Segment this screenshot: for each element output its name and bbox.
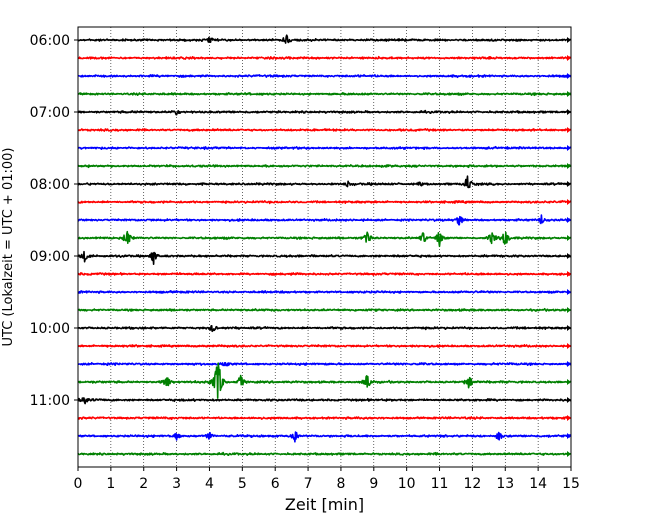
- seismogram-trace: [77, 214, 572, 226]
- trace-end-marker: [567, 289, 571, 295]
- seismogram-trace: [77, 325, 572, 333]
- trace-end-marker: [567, 199, 571, 205]
- trace-end-marker: [567, 415, 571, 421]
- y-tick-label: 07:00: [30, 105, 70, 121]
- x-tick-label: 4: [205, 476, 214, 492]
- seismogram-trace: [77, 128, 572, 132]
- y-tick-label: 10:00: [30, 321, 70, 337]
- trace-end-marker: [567, 235, 571, 241]
- y-tick-label: 08:00: [30, 177, 70, 193]
- seismogram-trace: [77, 397, 572, 405]
- trace-end-marker: [567, 217, 571, 223]
- y-axis: 06:00 07:00 08:00 09:00 10:00 11:00: [30, 33, 78, 409]
- seismogram-trace: [77, 431, 572, 443]
- trace-group: [77, 34, 572, 457]
- seismogram-trace: [77, 230, 572, 248]
- seismogram-trace: [77, 290, 572, 294]
- y-tick-label: 06:00: [30, 33, 70, 49]
- x-tick-label: 2: [139, 476, 148, 492]
- trace-end-marker: [567, 325, 571, 331]
- x-tick-label: 3: [172, 476, 181, 492]
- trace-end-marker: [567, 397, 571, 403]
- x-tick-label: 1: [106, 476, 115, 492]
- trace-end-marker: [567, 127, 571, 133]
- seismogram-trace: [77, 109, 572, 116]
- plot-frame: [77, 26, 572, 468]
- seismogram-trace: [77, 362, 572, 367]
- trace-end-marker: [567, 145, 571, 151]
- seismogram-trace: [77, 145, 572, 151]
- x-tick-label: 11: [431, 476, 449, 492]
- x-tick-label: 14: [529, 476, 547, 492]
- x-tick-label: 15: [562, 476, 580, 492]
- trace-end-marker: [567, 433, 571, 439]
- trace-end-marker: [567, 55, 571, 61]
- x-tick-label: 0: [74, 476, 83, 492]
- seismogram-trace: [77, 250, 572, 265]
- x-tick-label: 5: [238, 476, 247, 492]
- seismogram-trace: [77, 362, 572, 399]
- x-tick-label: 7: [304, 476, 313, 492]
- trace-end-marker: [567, 253, 571, 259]
- trace-end-marker: [567, 379, 571, 385]
- seismogram-trace: [77, 175, 572, 189]
- vertical-grid: [110, 27, 539, 467]
- seismogram-trace: [77, 55, 572, 60]
- seismogram-trace: [77, 416, 572, 421]
- seismogram-trace: [77, 272, 572, 276]
- x-tick-label: 13: [496, 476, 514, 492]
- seismogram-trace: [77, 199, 572, 205]
- seismogram-trace: [77, 74, 572, 79]
- trace-end-marker: [567, 451, 571, 457]
- seismogram-trace: [77, 164, 572, 169]
- x-tick-label: 8: [336, 476, 345, 492]
- x-axis-label: Zeit [min]: [285, 495, 364, 514]
- trace-end-marker: [567, 307, 571, 313]
- x-axis: 0 1 2 3 4 5 6 7 8 9 10 11 12 13 14 15: [74, 467, 580, 492]
- x-tick-label: 6: [271, 476, 280, 492]
- trace-end-marker: [567, 37, 571, 43]
- seismogram-trace: [77, 34, 572, 44]
- trace-end-marker: [567, 163, 571, 169]
- trace-end-marker: [567, 73, 571, 79]
- x-tick-label: 9: [369, 476, 378, 492]
- trace-end-marker: [567, 91, 571, 97]
- trace-end-marker: [567, 361, 571, 367]
- seismogram-trace: [77, 307, 572, 312]
- trace-end-marker: [567, 109, 571, 115]
- trace-end-marker: [567, 271, 571, 277]
- x-tick-label: 12: [463, 476, 481, 492]
- trace-end-marker: [567, 343, 571, 349]
- trace-end-marker: [567, 181, 571, 187]
- seismogram-trace: [77, 344, 572, 349]
- seismogram-trace: [77, 451, 572, 456]
- y-tick-label: 11:00: [30, 393, 70, 409]
- seismogram-trace: [77, 92, 572, 97]
- y-axis-label: UTC (Lokalzeit = UTC + 01:00): [1, 148, 16, 347]
- x-tick-label: 10: [398, 476, 416, 492]
- y-tick-label: 09:00: [30, 249, 70, 265]
